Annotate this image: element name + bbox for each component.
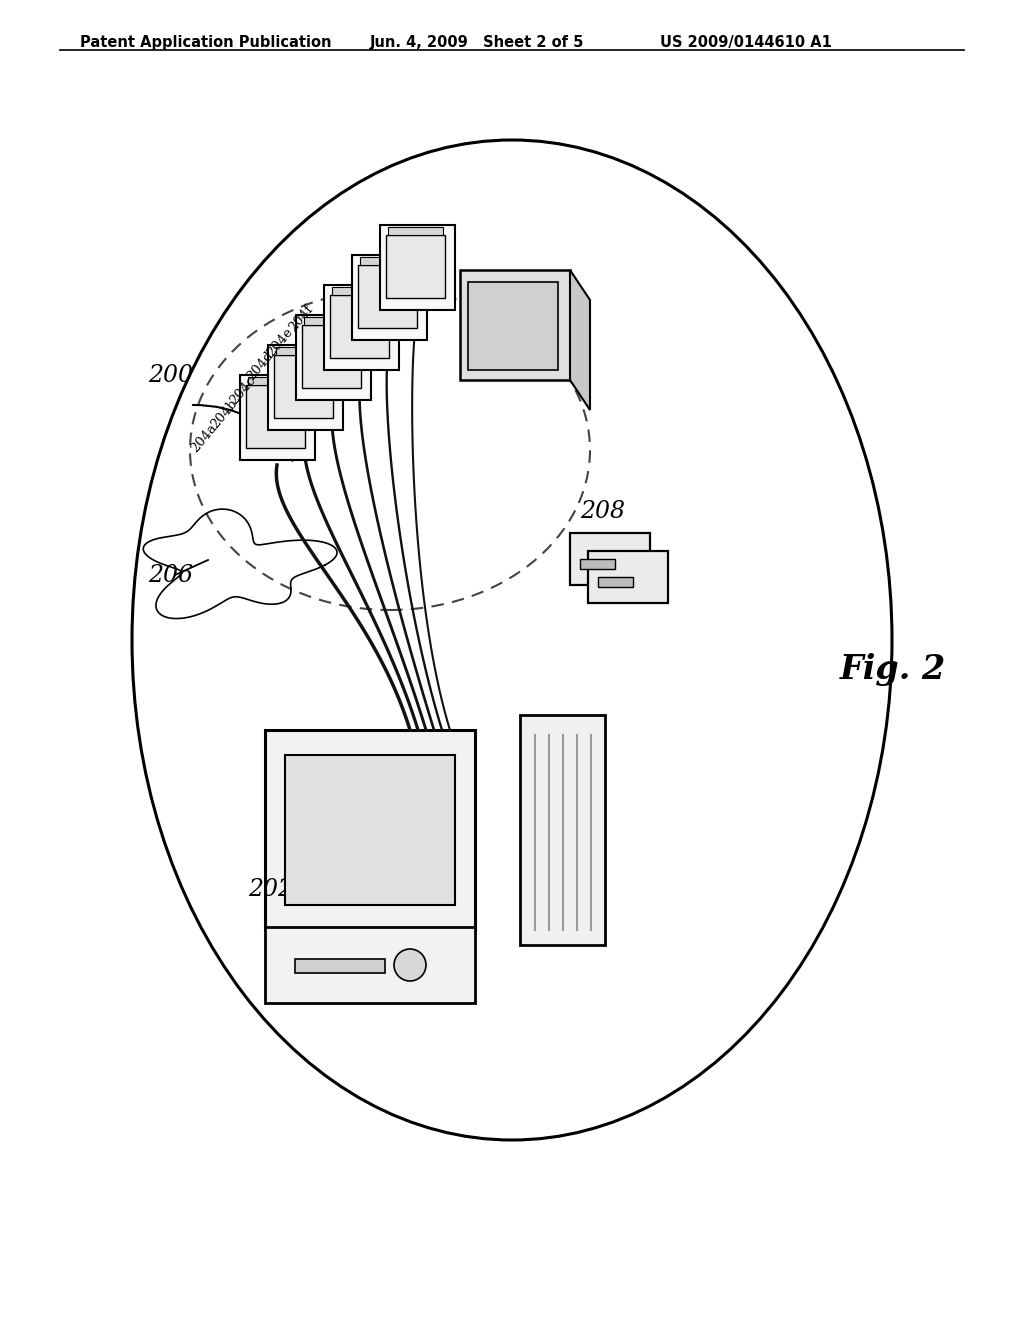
Text: US 2009/0144610 A1: US 2009/0144610 A1 (660, 36, 831, 50)
FancyBboxPatch shape (330, 294, 389, 358)
FancyBboxPatch shape (276, 347, 331, 355)
Text: Fig. 2: Fig. 2 (840, 653, 946, 686)
FancyBboxPatch shape (265, 730, 475, 931)
Text: 204c: 204c (227, 374, 258, 407)
FancyBboxPatch shape (265, 927, 475, 1003)
FancyBboxPatch shape (302, 325, 361, 388)
Text: 204f: 204f (287, 302, 316, 334)
FancyBboxPatch shape (352, 255, 427, 341)
FancyBboxPatch shape (248, 378, 303, 385)
Text: 200: 200 (148, 363, 193, 387)
FancyBboxPatch shape (386, 235, 445, 298)
Text: Patent Application Publication: Patent Application Publication (80, 36, 332, 50)
FancyBboxPatch shape (588, 550, 668, 603)
FancyBboxPatch shape (520, 715, 605, 945)
Text: 204d: 204d (245, 348, 276, 383)
Text: 206: 206 (148, 564, 193, 586)
Text: 208: 208 (580, 500, 625, 524)
FancyBboxPatch shape (580, 558, 615, 569)
FancyBboxPatch shape (268, 345, 343, 430)
FancyBboxPatch shape (240, 375, 315, 459)
FancyBboxPatch shape (380, 224, 455, 310)
Polygon shape (570, 271, 590, 411)
Text: 204a: 204a (188, 421, 220, 455)
Text: Jun. 4, 2009   Sheet 2 of 5: Jun. 4, 2009 Sheet 2 of 5 (370, 36, 585, 50)
Circle shape (394, 949, 426, 981)
Text: 202: 202 (248, 879, 293, 902)
FancyBboxPatch shape (598, 577, 633, 587)
FancyBboxPatch shape (295, 960, 385, 973)
Text: 204b: 204b (209, 397, 240, 432)
FancyBboxPatch shape (358, 265, 417, 327)
FancyBboxPatch shape (460, 271, 570, 380)
FancyBboxPatch shape (304, 317, 359, 325)
FancyBboxPatch shape (285, 755, 455, 906)
FancyBboxPatch shape (332, 286, 387, 294)
FancyBboxPatch shape (388, 227, 443, 235)
Text: 204e: 204e (265, 325, 296, 359)
FancyBboxPatch shape (296, 315, 371, 400)
FancyBboxPatch shape (246, 385, 305, 447)
FancyBboxPatch shape (324, 285, 399, 370)
FancyBboxPatch shape (274, 355, 333, 418)
FancyBboxPatch shape (360, 257, 415, 265)
FancyBboxPatch shape (570, 533, 650, 585)
FancyBboxPatch shape (468, 282, 558, 370)
